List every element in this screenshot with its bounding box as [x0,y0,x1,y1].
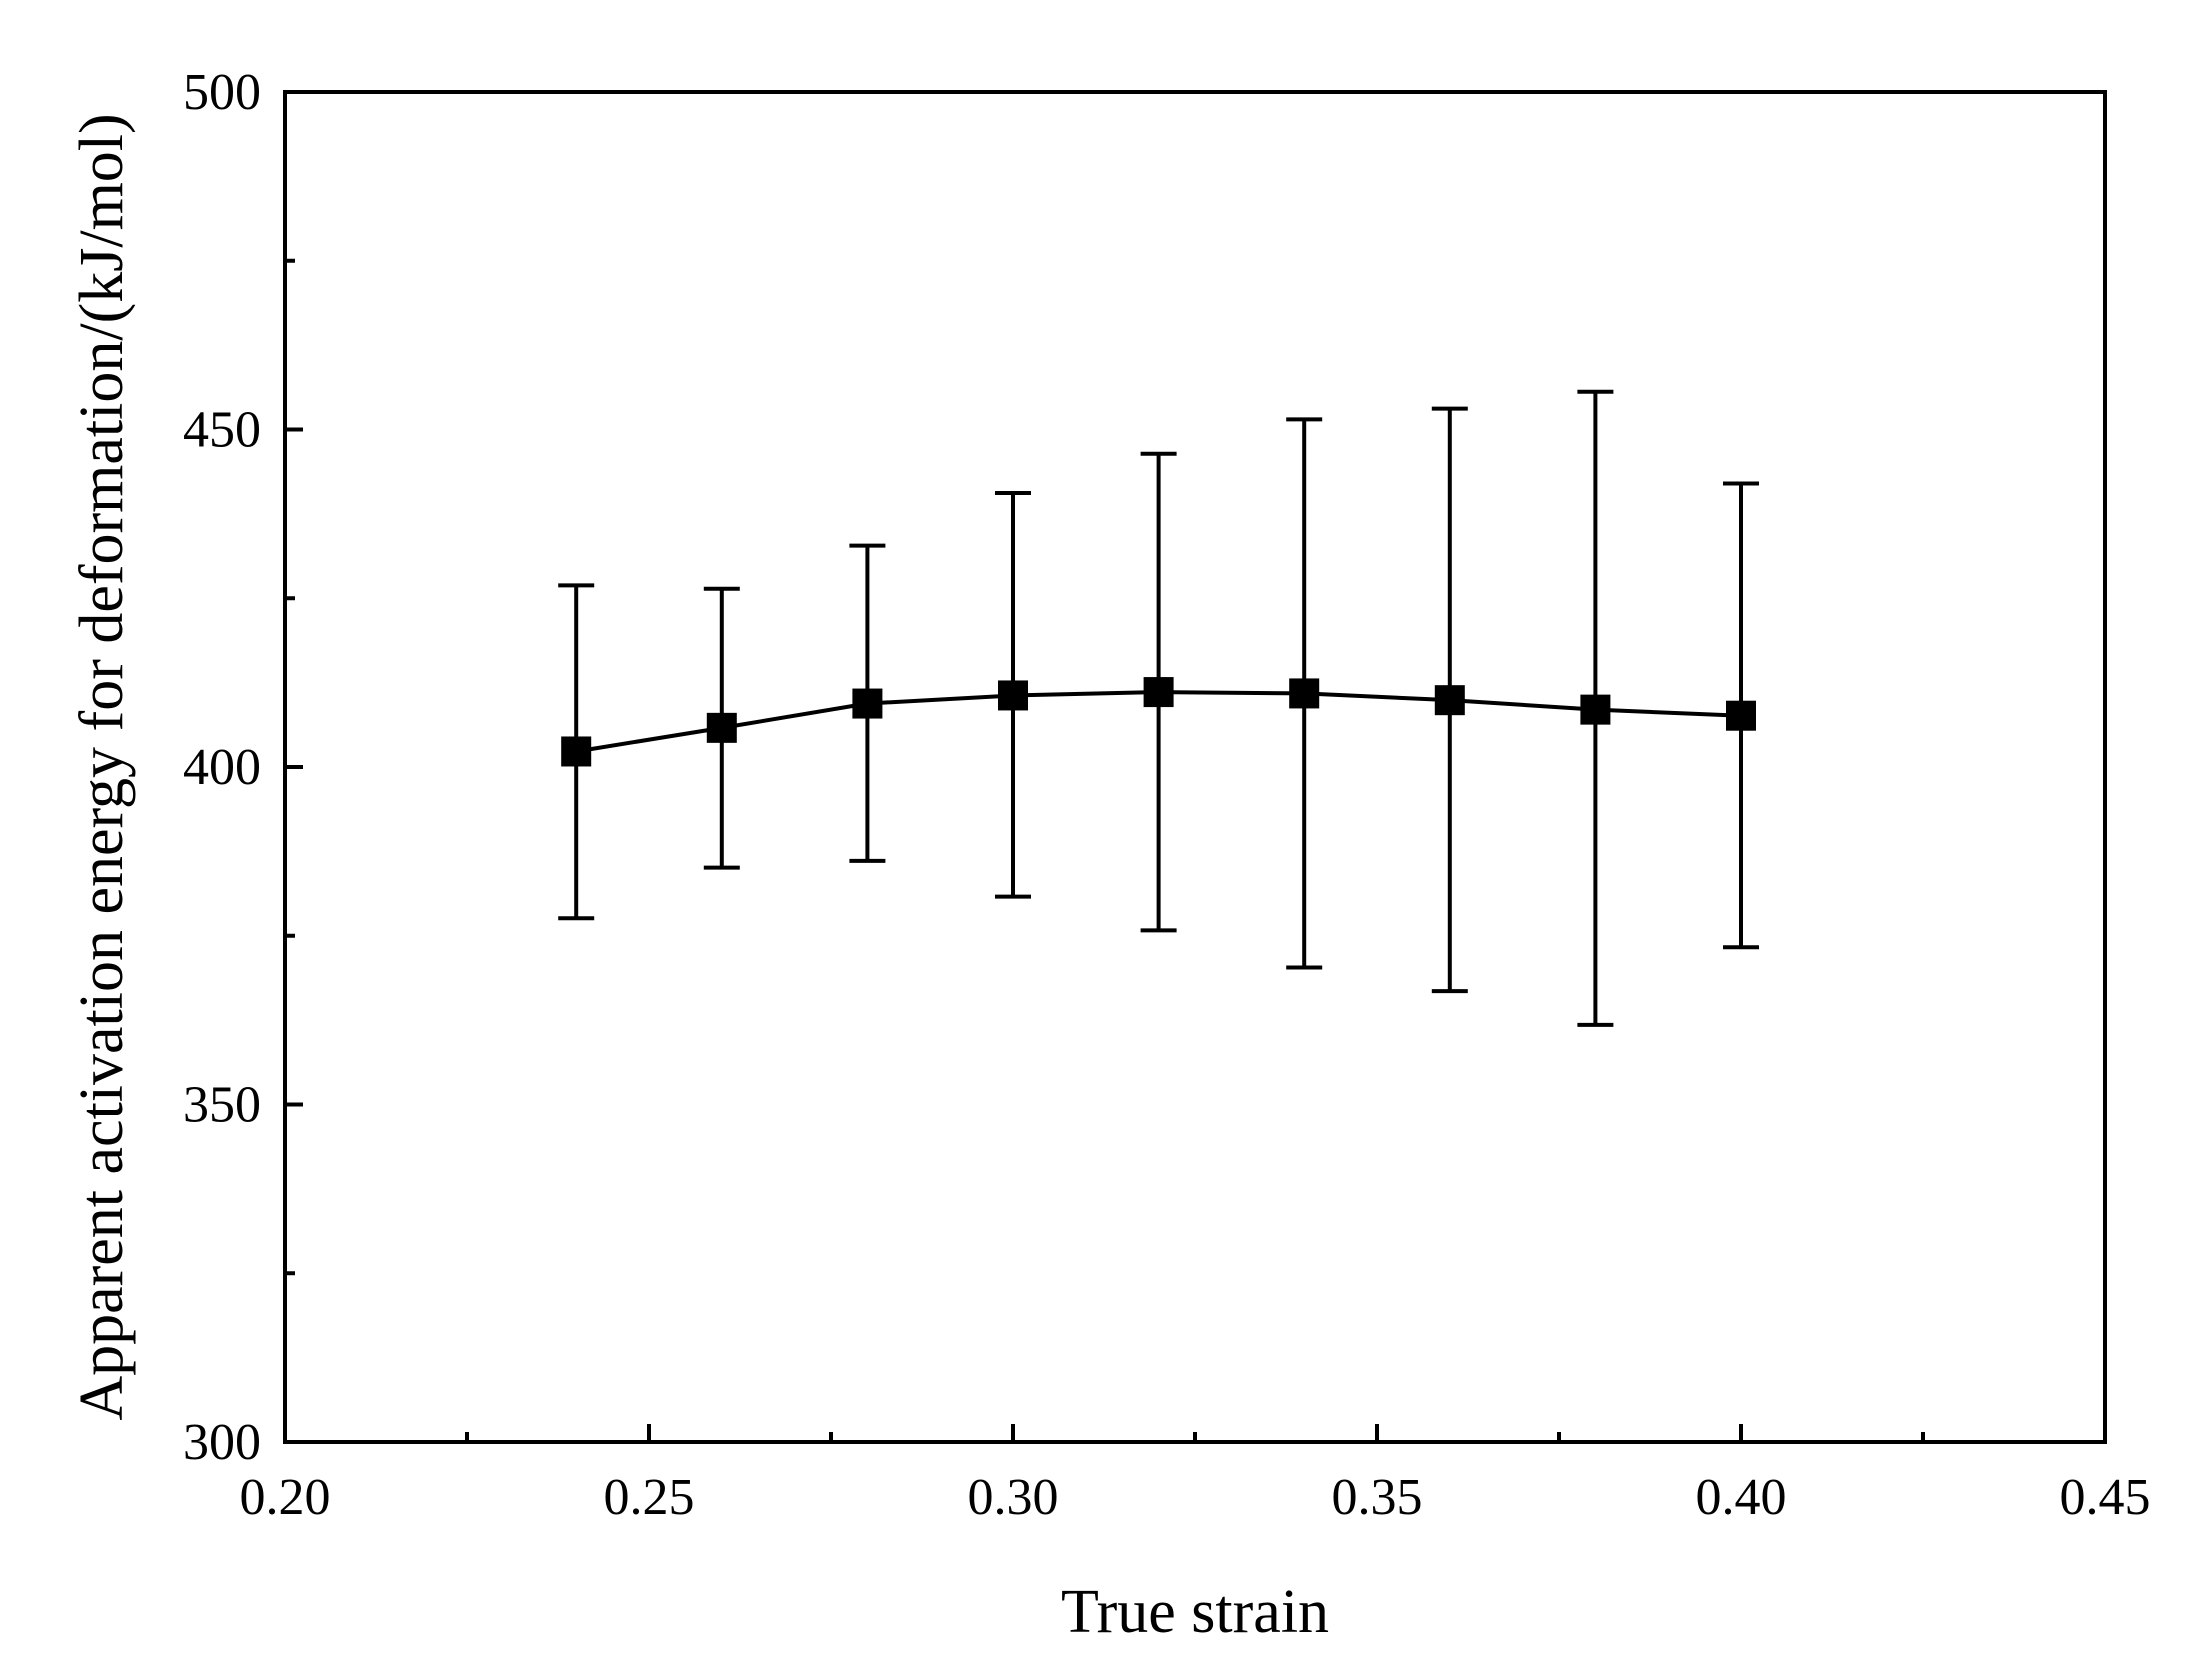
x-axis-tick-labels: 0.20 0.25 0.30 0.35 0.40 0.45 [240,1469,2151,1526]
x-axis-ticks [283,1424,2107,1442]
data-markers [561,677,1756,767]
data-point-marker [1580,694,1611,725]
data-point-marker [1434,685,1465,716]
y-axis-ticks [285,90,303,1444]
x-tick-label: 0.45 [2060,1469,2151,1526]
data-point-marker [1143,677,1174,708]
x-tick-label: 0.35 [1332,1469,1423,1526]
y-tick-label: 350 [183,1077,261,1134]
y-axis-title: Apparent activation energy for deformati… [68,113,136,1420]
y-axis-tick-labels: 300 350 400 450 500 [183,64,261,1471]
y-tick-label: 300 [183,1414,261,1471]
x-tick-label: 0.20 [240,1469,331,1526]
x-axis-title: True strain [1061,1578,1329,1646]
y-tick-label: 500 [183,64,261,121]
data-point-marker [1289,678,1320,709]
x-tick-label: 0.25 [604,1469,695,1526]
y-tick-label: 400 [183,739,261,796]
data-point-marker [706,712,737,743]
x-tick-label: 0.40 [1696,1469,1787,1526]
data-point-marker [852,688,883,719]
plot-frame [283,90,2107,1444]
data-point-marker [998,680,1028,711]
data-point-marker [561,736,592,767]
x-tick-label: 0.30 [968,1469,1059,1526]
y-tick-label: 450 [183,402,261,459]
data-point-marker [1726,700,1756,731]
